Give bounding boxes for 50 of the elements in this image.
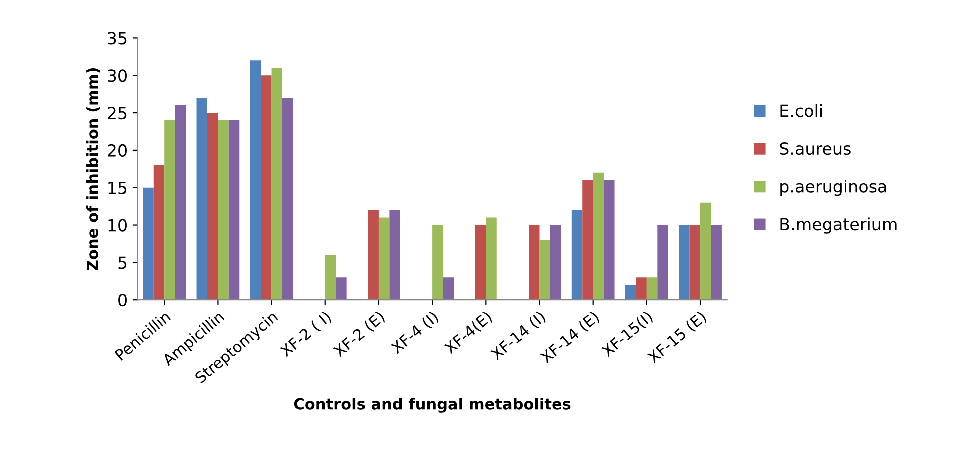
bar bbox=[250, 60, 262, 300]
bar bbox=[228, 120, 240, 300]
bar bbox=[550, 225, 562, 300]
bar bbox=[368, 210, 379, 300]
bar bbox=[646, 278, 658, 300]
bar bbox=[625, 285, 636, 300]
bar bbox=[196, 98, 208, 300]
bar bbox=[690, 225, 701, 300]
bar bbox=[261, 76, 272, 300]
x-axis-title: Controls and fungal metabolites bbox=[294, 398, 571, 413]
bar bbox=[593, 172, 604, 300]
y-tick-label: 30 bbox=[108, 70, 127, 82]
legend-label: S.aureus bbox=[780, 142, 851, 156]
bar bbox=[679, 225, 690, 300]
bar bbox=[432, 225, 444, 300]
legend-label: B.megaterium bbox=[780, 218, 897, 234]
y-tick-label: 25 bbox=[108, 107, 127, 120]
bar bbox=[336, 278, 347, 300]
y-tick-label: 15 bbox=[108, 182, 127, 194]
legend-label: E.coli bbox=[780, 104, 822, 118]
y-tick-label: 10 bbox=[108, 219, 127, 232]
y-tick-label: 20 bbox=[108, 144, 127, 158]
bar bbox=[175, 106, 186, 300]
bar bbox=[572, 210, 583, 300]
bar bbox=[604, 180, 615, 300]
bar bbox=[164, 120, 176, 300]
bar bbox=[154, 165, 165, 300]
bar bbox=[443, 278, 454, 300]
bar bbox=[390, 210, 400, 300]
bar bbox=[207, 113, 218, 300]
bar bbox=[540, 240, 550, 300]
bar bbox=[636, 278, 647, 300]
bar bbox=[529, 225, 540, 300]
legend-label: p.aeruginosa bbox=[780, 180, 886, 196]
y-tick-label: 35 bbox=[108, 32, 127, 45]
y-tick-label: 0 bbox=[118, 294, 127, 307]
y-axis-title: Zone of inhibition (mm) bbox=[86, 68, 100, 270]
bar bbox=[658, 225, 668, 300]
bar bbox=[218, 120, 229, 300]
y-tick-label: 5 bbox=[118, 256, 127, 270]
bar bbox=[582, 180, 594, 300]
bar bbox=[282, 98, 294, 300]
bar bbox=[378, 218, 390, 300]
bar bbox=[700, 202, 712, 300]
bar bbox=[325, 255, 336, 300]
bar bbox=[143, 188, 154, 300]
bar bbox=[486, 218, 497, 300]
bar bbox=[711, 225, 722, 300]
bar bbox=[272, 68, 283, 300]
bar bbox=[475, 225, 486, 300]
